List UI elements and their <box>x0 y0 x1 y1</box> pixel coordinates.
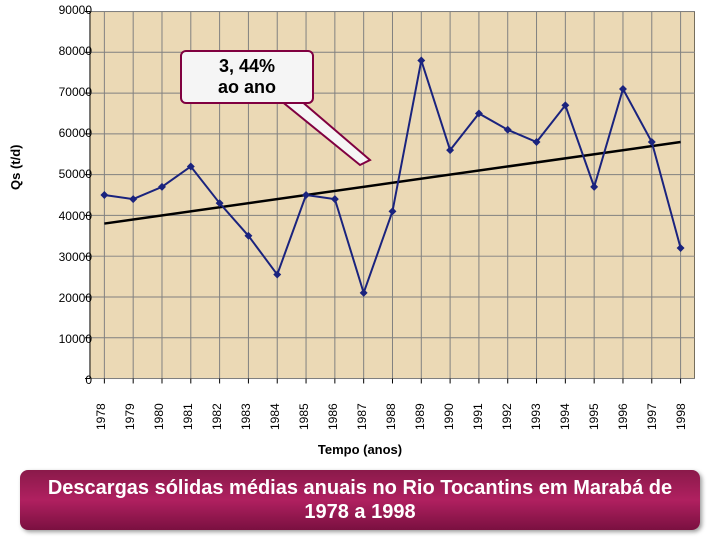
callout-line2: ao ano <box>218 77 276 98</box>
y-axis-label: Qs (t/d) <box>8 145 23 191</box>
x-tick-label: 1983 <box>239 385 253 430</box>
x-axis-label: Tempo (anos) <box>0 442 720 457</box>
caption-text: Descargas sólidas médias anuais no Rio T… <box>30 476 690 524</box>
y-tick-label: 10000 <box>42 332 92 346</box>
callout-line1: 3, 44% <box>219 56 275 77</box>
x-tick-label: 1984 <box>268 385 282 430</box>
x-tick-label: 1981 <box>181 385 195 430</box>
x-tick-label: 1989 <box>413 385 427 430</box>
y-tick-label: 60000 <box>42 126 92 140</box>
x-tick-label: 1998 <box>674 385 688 430</box>
x-tick-label: 1986 <box>326 385 340 430</box>
chart-container: Qs (t/d) Tempo (anos) 0 10000 20000 30000 40… <box>0 0 720 460</box>
x-tick-label: 1996 <box>616 385 630 430</box>
chart-caption: Descargas sólidas médias anuais no Rio T… <box>20 470 700 530</box>
y-tick-label: 90000 <box>42 3 92 17</box>
y-tick-label: 40000 <box>42 209 92 223</box>
x-tick-label: 1992 <box>500 385 514 430</box>
x-tick-label: 1988 <box>384 385 398 430</box>
x-tick-label: 1990 <box>442 385 456 430</box>
x-tick-label: 1993 <box>529 385 543 430</box>
y-tick-label: 70000 <box>42 85 92 99</box>
y-tick-label: 80000 <box>42 44 92 58</box>
x-tick-label: 1979 <box>123 385 137 430</box>
y-tick-label: 50000 <box>42 167 92 181</box>
x-tick-label: 1985 <box>297 385 311 430</box>
x-tick-label: 1994 <box>558 385 572 430</box>
x-tick-label: 1987 <box>355 385 369 430</box>
x-tick-label: 1982 <box>210 385 224 430</box>
y-tick-label: 30000 <box>42 250 92 264</box>
trend-callout: 3, 44% ao ano <box>180 50 314 104</box>
x-tick-label: 1991 <box>471 385 485 430</box>
x-tick-label: 1980 <box>152 385 166 430</box>
y-tick-label: 0 <box>42 373 92 387</box>
x-tick-label: 1978 <box>94 385 108 430</box>
x-tick-label: 1997 <box>645 385 659 430</box>
x-tick-label: 1995 <box>587 385 601 430</box>
y-tick-label: 20000 <box>42 291 92 305</box>
